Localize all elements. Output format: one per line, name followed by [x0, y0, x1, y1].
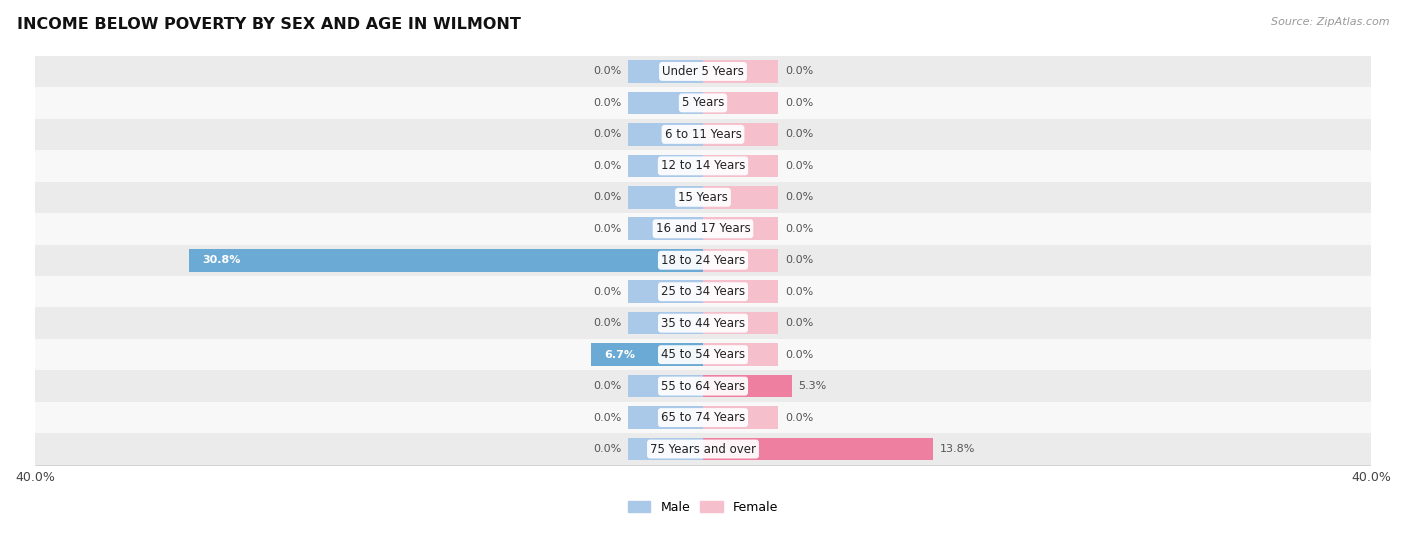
Bar: [35, 402, 1371, 433]
Text: 0.0%: 0.0%: [785, 129, 813, 139]
Text: 75 Years and over: 75 Years and over: [650, 443, 756, 456]
Text: 0.0%: 0.0%: [593, 444, 621, 454]
Bar: [628, 281, 703, 303]
Bar: [703, 123, 778, 146]
Bar: [628, 123, 703, 146]
Text: 0.0%: 0.0%: [593, 67, 621, 77]
Text: 0.0%: 0.0%: [593, 192, 621, 202]
Bar: [188, 249, 703, 272]
Text: Under 5 Years: Under 5 Years: [662, 65, 744, 78]
Text: 25 to 34 Years: 25 to 34 Years: [661, 285, 745, 298]
Bar: [703, 438, 934, 461]
Bar: [35, 371, 1371, 402]
Bar: [703, 312, 778, 334]
Text: 12 to 14 Years: 12 to 14 Years: [661, 159, 745, 172]
Bar: [35, 213, 1371, 244]
Bar: [35, 307, 1371, 339]
Bar: [703, 406, 778, 429]
Text: 0.0%: 0.0%: [785, 98, 813, 108]
Text: 0.0%: 0.0%: [785, 413, 813, 423]
Text: 5 Years: 5 Years: [682, 96, 724, 110]
Text: INCOME BELOW POVERTY BY SEX AND AGE IN WILMONT: INCOME BELOW POVERTY BY SEX AND AGE IN W…: [17, 17, 520, 32]
Bar: [703, 249, 778, 272]
Bar: [703, 92, 778, 114]
Bar: [591, 343, 703, 366]
Text: 0.0%: 0.0%: [593, 381, 621, 391]
Text: Source: ZipAtlas.com: Source: ZipAtlas.com: [1271, 17, 1389, 27]
Bar: [35, 433, 1371, 465]
Bar: [703, 60, 778, 83]
Text: 0.0%: 0.0%: [593, 413, 621, 423]
Text: 16 and 17 Years: 16 and 17 Years: [655, 222, 751, 235]
Legend: Male, Female: Male, Female: [628, 501, 778, 514]
Text: 0.0%: 0.0%: [785, 192, 813, 202]
Text: 6 to 11 Years: 6 to 11 Years: [665, 128, 741, 141]
Bar: [628, 154, 703, 177]
Text: 15 Years: 15 Years: [678, 191, 728, 204]
Text: 0.0%: 0.0%: [593, 318, 621, 328]
Bar: [35, 276, 1371, 307]
Text: 18 to 24 Years: 18 to 24 Years: [661, 254, 745, 267]
Text: 0.0%: 0.0%: [593, 224, 621, 234]
Text: 30.8%: 30.8%: [202, 255, 240, 265]
Bar: [628, 186, 703, 209]
Text: 0.0%: 0.0%: [593, 129, 621, 139]
Text: 0.0%: 0.0%: [785, 255, 813, 265]
Text: 0.0%: 0.0%: [593, 287, 621, 297]
Text: 65 to 74 Years: 65 to 74 Years: [661, 411, 745, 424]
Bar: [703, 343, 778, 366]
Text: 45 to 54 Years: 45 to 54 Years: [661, 348, 745, 361]
Bar: [703, 375, 792, 397]
Bar: [35, 56, 1371, 87]
Bar: [628, 312, 703, 334]
Bar: [35, 119, 1371, 150]
Bar: [628, 406, 703, 429]
Text: 55 to 64 Years: 55 to 64 Years: [661, 380, 745, 392]
Bar: [703, 281, 778, 303]
Bar: [703, 217, 778, 240]
Bar: [703, 186, 778, 209]
Bar: [628, 217, 703, 240]
Text: 0.0%: 0.0%: [785, 67, 813, 77]
Bar: [628, 375, 703, 397]
Bar: [35, 244, 1371, 276]
Text: 5.3%: 5.3%: [799, 381, 827, 391]
Bar: [35, 339, 1371, 371]
Text: 0.0%: 0.0%: [785, 287, 813, 297]
Bar: [35, 182, 1371, 213]
Text: 0.0%: 0.0%: [593, 98, 621, 108]
Bar: [703, 154, 778, 177]
Text: 0.0%: 0.0%: [593, 161, 621, 171]
Bar: [628, 92, 703, 114]
Text: 0.0%: 0.0%: [785, 224, 813, 234]
Text: 6.7%: 6.7%: [605, 349, 636, 359]
Bar: [35, 87, 1371, 119]
Text: 0.0%: 0.0%: [785, 349, 813, 359]
Text: 0.0%: 0.0%: [785, 161, 813, 171]
Bar: [628, 60, 703, 83]
Text: 13.8%: 13.8%: [941, 444, 976, 454]
Bar: [628, 438, 703, 461]
Bar: [35, 150, 1371, 182]
Text: 0.0%: 0.0%: [785, 318, 813, 328]
Text: 35 to 44 Years: 35 to 44 Years: [661, 316, 745, 330]
